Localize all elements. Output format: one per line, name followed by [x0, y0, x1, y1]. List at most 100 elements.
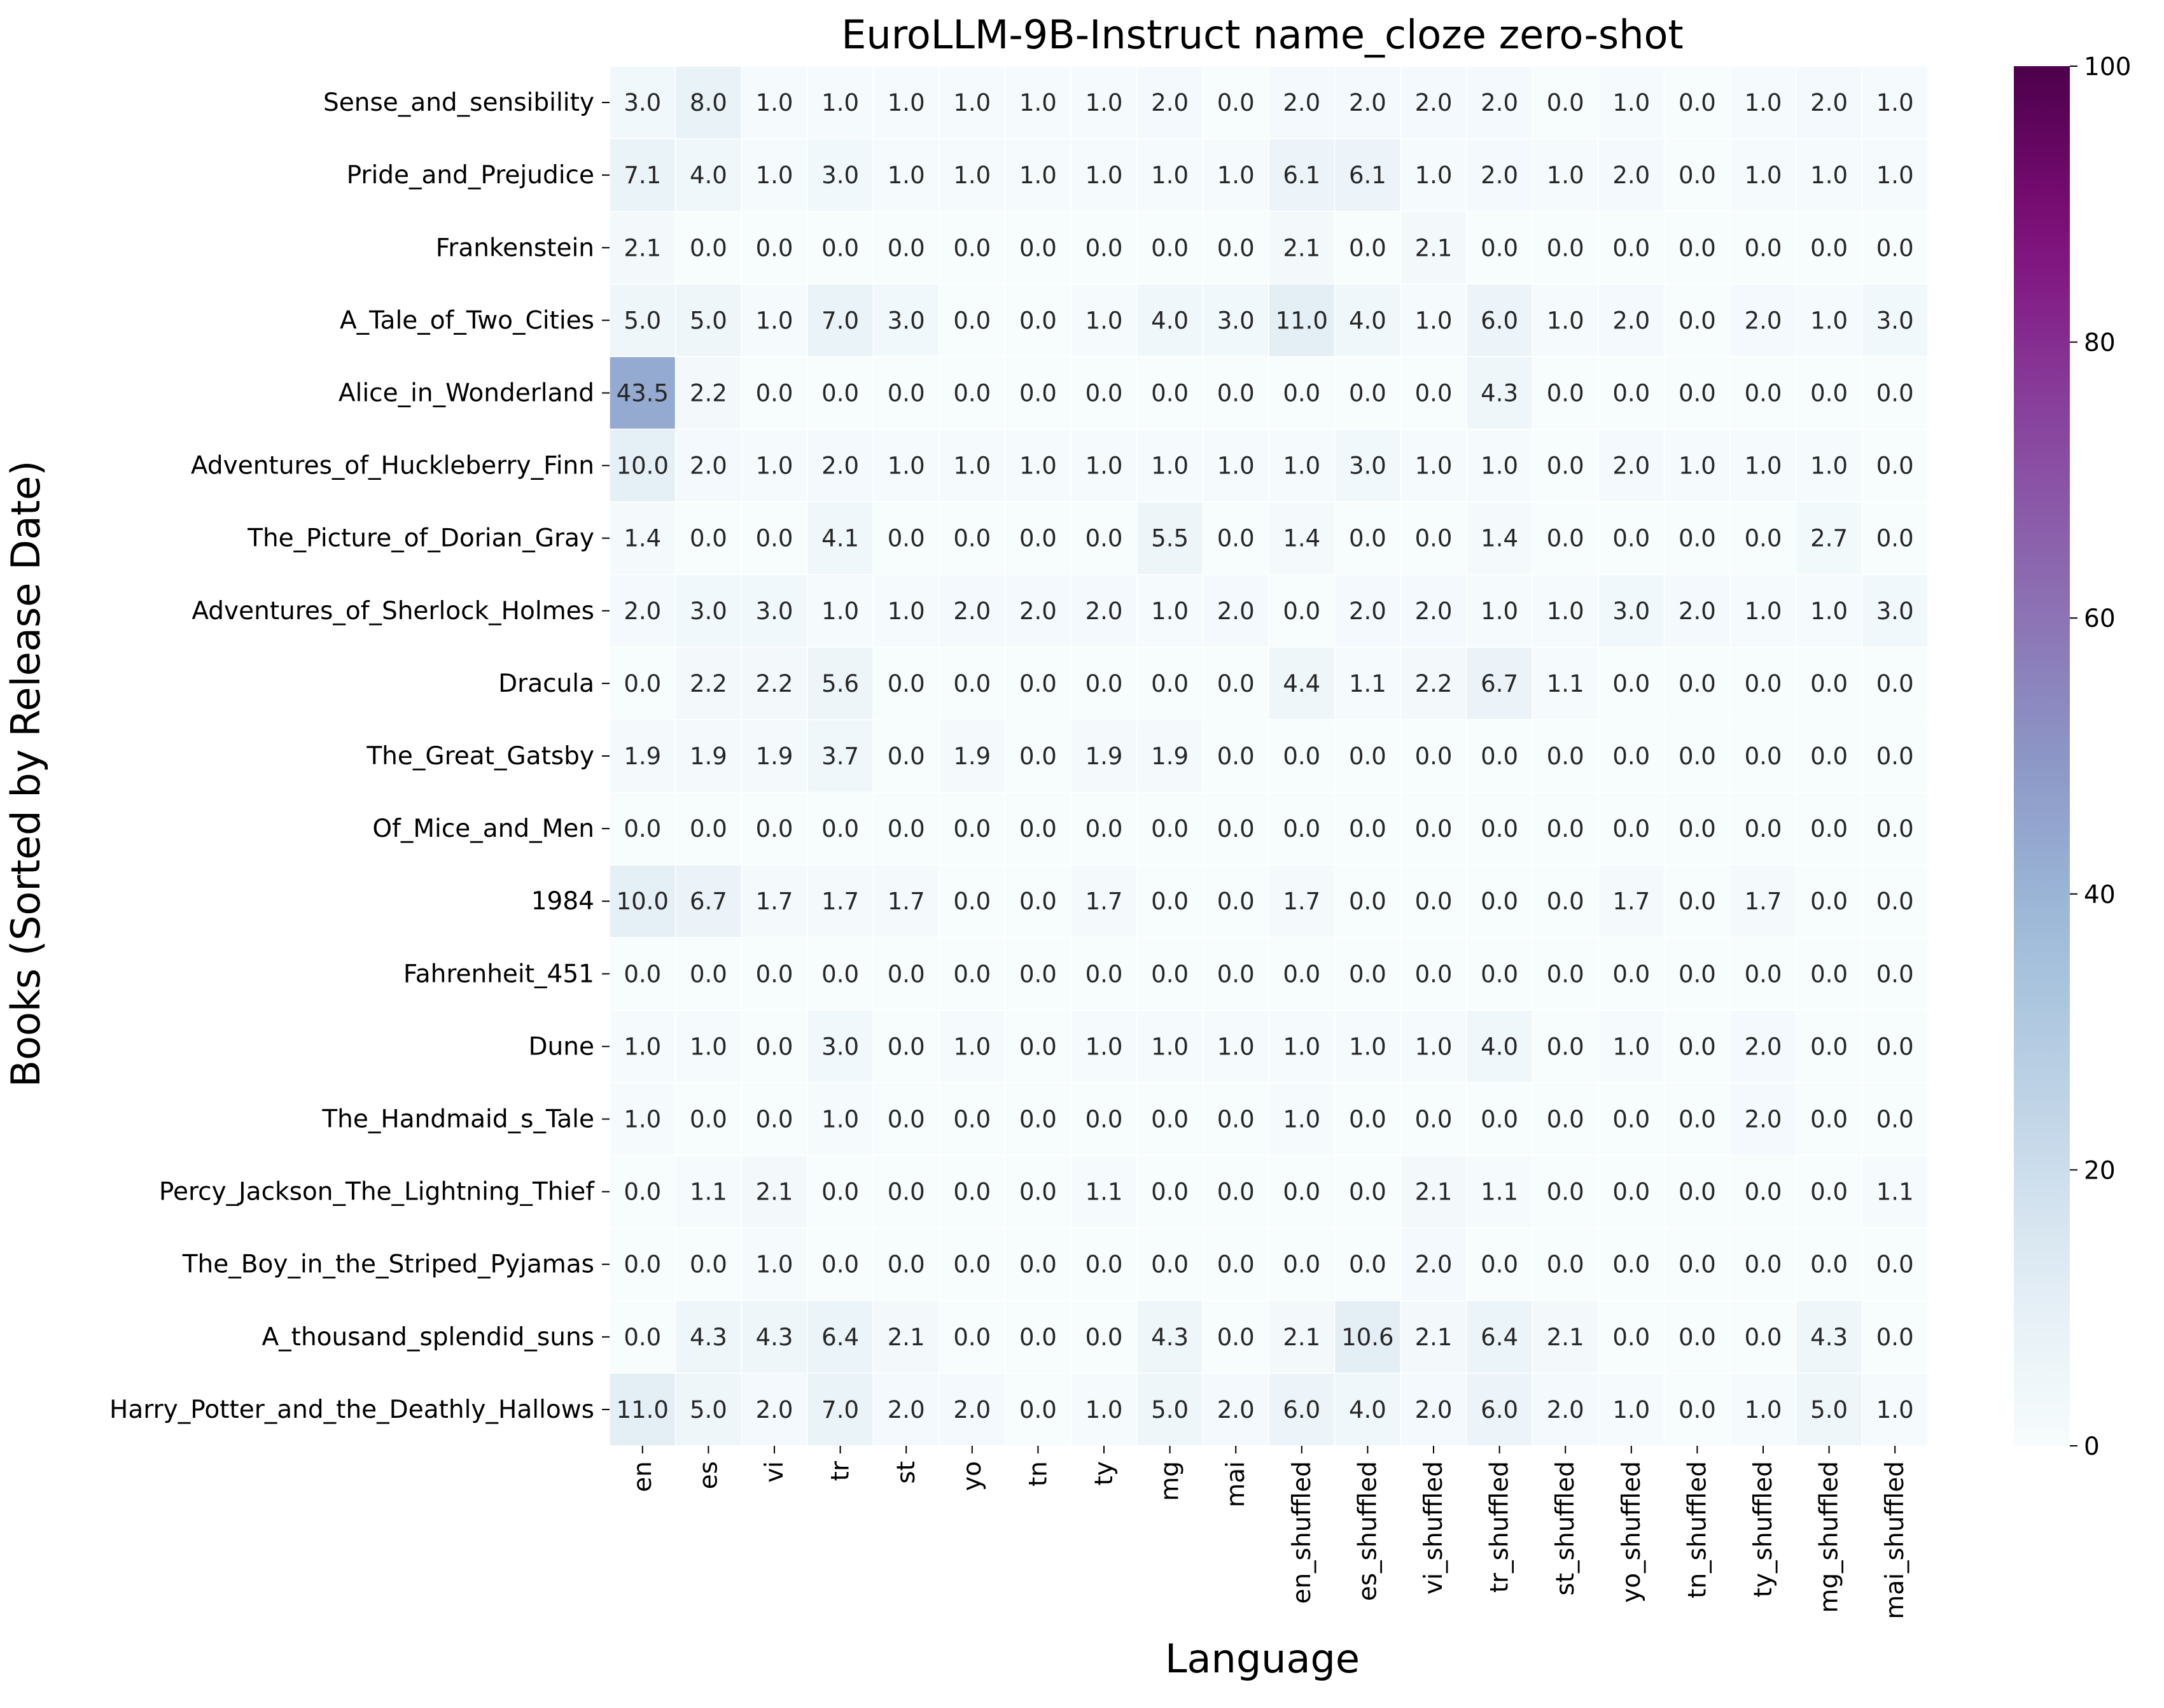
cell-value-label: 0.0 [1019, 379, 1057, 407]
y-tick-label: A_thousand_splendid_suns [262, 1323, 594, 1352]
heatmap-cell [939, 501, 1006, 575]
heatmap-cell [1796, 428, 1863, 503]
cell-value-label: 4.3 [690, 1324, 727, 1351]
heatmap-cell [1729, 501, 1797, 575]
heatmap-cell [1136, 573, 1204, 648]
cell-value-label: 1.0 [1745, 1396, 1782, 1424]
cell-value-label: 0.0 [1151, 379, 1189, 407]
cell-value-label: 1.0 [756, 1251, 793, 1278]
cell-value-label: 1.0 [1612, 89, 1650, 116]
cell-value-label: 5.6 [821, 670, 859, 697]
cell-value-label: 0.0 [1481, 234, 1518, 262]
heatmap-cell [741, 1373, 808, 1446]
cell-value-label: 6.4 [821, 1324, 859, 1351]
cell-value-label: 0.0 [1810, 670, 1848, 697]
colorbar-tick-label: 0 [2084, 1432, 2100, 1461]
cell-value-label: 0.0 [1019, 1396, 1057, 1424]
heatmap-cell [1663, 937, 1731, 1011]
cell-value-label: 0.0 [1019, 960, 1057, 988]
heatmap-cell [1334, 501, 1401, 575]
heatmap-cell [872, 1082, 940, 1156]
cell-value-label: 2.0 [821, 452, 859, 480]
cell-value-label: 0.0 [1349, 379, 1386, 407]
cell-value-label: 8.0 [690, 89, 727, 116]
heatmap-cell [807, 428, 874, 503]
heatmap-cell [1334, 428, 1401, 503]
heatmap-cell [1334, 647, 1401, 720]
heatmap-cell [1466, 1154, 1533, 1229]
heatmap-cell [1202, 1154, 1269, 1229]
heatmap-cell [674, 573, 742, 648]
cell-value-label: 5.0 [624, 307, 661, 334]
heatmap-cell [1070, 138, 1138, 212]
heatmap-cell [1532, 428, 1599, 503]
heatmap-cell [1268, 356, 1336, 430]
x-tick-label: vi [760, 1461, 789, 1483]
heatmap-cell [1663, 1154, 1731, 1229]
cell-value-label: 0.0 [1481, 815, 1518, 843]
colorbar: 0 20 40 60 80 100 [2014, 53, 2131, 1461]
cell-value-label: 0.0 [1151, 1179, 1189, 1206]
cell-value-label: 2.0 [1151, 89, 1189, 116]
cell-value-label: 0.0 [1283, 960, 1320, 988]
cell-value-label: 0.0 [953, 960, 991, 988]
heatmap-cell [1861, 1300, 1929, 1374]
cell-value-label: 4.1 [821, 525, 859, 552]
heatmap-cell [807, 66, 874, 139]
heatmap-cell [1268, 573, 1336, 648]
cell-value-label: 1.0 [1612, 1396, 1650, 1424]
cell-value-label: 1.0 [888, 452, 925, 480]
cell-value-label: 0.0 [624, 1179, 661, 1206]
cell-value-label: 0.0 [1679, 1033, 1716, 1060]
cell-value-label: 0.0 [1283, 815, 1320, 843]
heatmap-cell [1400, 283, 1467, 358]
heatmap-cell [939, 864, 1006, 939]
cell-value-label: 3.0 [1876, 598, 1914, 625]
heatmap-cell [1004, 1227, 1072, 1301]
cell-value-label: 0.0 [1810, 815, 1848, 843]
heatmap-cell [674, 719, 742, 793]
cell-value-label: 0.0 [1415, 1106, 1453, 1133]
cell-value-label: 0.0 [1481, 1106, 1518, 1133]
cell-value-label: 0.0 [1876, 1324, 1914, 1351]
cell-value-label: 2.0 [1217, 1396, 1255, 1424]
cell-value-label: 2.0 [1085, 598, 1123, 625]
cell-value-label: 1.0 [821, 1106, 859, 1133]
heatmap-cell [1598, 792, 1665, 865]
cell-value-label: 43.5 [617, 379, 669, 407]
heatmap-cell [674, 1227, 742, 1301]
cell-value-label: 2.1 [1547, 1324, 1584, 1351]
heatmap-cell [1796, 1082, 1863, 1156]
heatmap-cell [1202, 66, 1269, 139]
heatmap-cell [1400, 211, 1467, 285]
colorbar-tick-label: 40 [2084, 881, 2116, 909]
cell-value-label: 0.0 [1349, 815, 1386, 843]
cell-value-label: 0.0 [888, 960, 925, 988]
cell-value-label: 0.0 [1876, 1033, 1914, 1060]
x-tick-label: en_shuffled [1288, 1461, 1316, 1604]
cell-value-label: 0.0 [1612, 1179, 1650, 1206]
heatmap-cell [1070, 864, 1138, 939]
x-tick-label: st [892, 1461, 921, 1484]
heatmap-cell [1598, 283, 1665, 358]
cell-value-label: 0.0 [1283, 1251, 1320, 1278]
cell-value-label: 0.0 [1876, 1106, 1914, 1133]
x-tick-label: tr [827, 1460, 855, 1481]
cell-value-label: 2.0 [1415, 1251, 1453, 1278]
heatmap-cell [939, 792, 1006, 865]
heatmap-cell [1268, 792, 1336, 865]
cell-value-label: 1.7 [1612, 888, 1650, 915]
cell-value-label: 2.0 [1745, 1106, 1782, 1133]
heatmap-cell [1004, 138, 1072, 212]
heatmap-cell [674, 1154, 742, 1229]
cell-value-label: 1.0 [1217, 162, 1255, 189]
cell-value-label: 0.0 [1019, 1179, 1057, 1206]
x-tick-label: mai [1222, 1461, 1250, 1508]
heatmap-cell [807, 1300, 874, 1374]
cell-value-label: 0.0 [1481, 1251, 1518, 1278]
cell-value-label: 0.0 [1349, 960, 1386, 988]
cell-value-label: 3.0 [1349, 452, 1386, 480]
cell-value-label: 0.0 [1217, 743, 1255, 770]
cell-value-label: 1.0 [756, 307, 793, 334]
cell-value-label: 1.0 [953, 89, 991, 116]
